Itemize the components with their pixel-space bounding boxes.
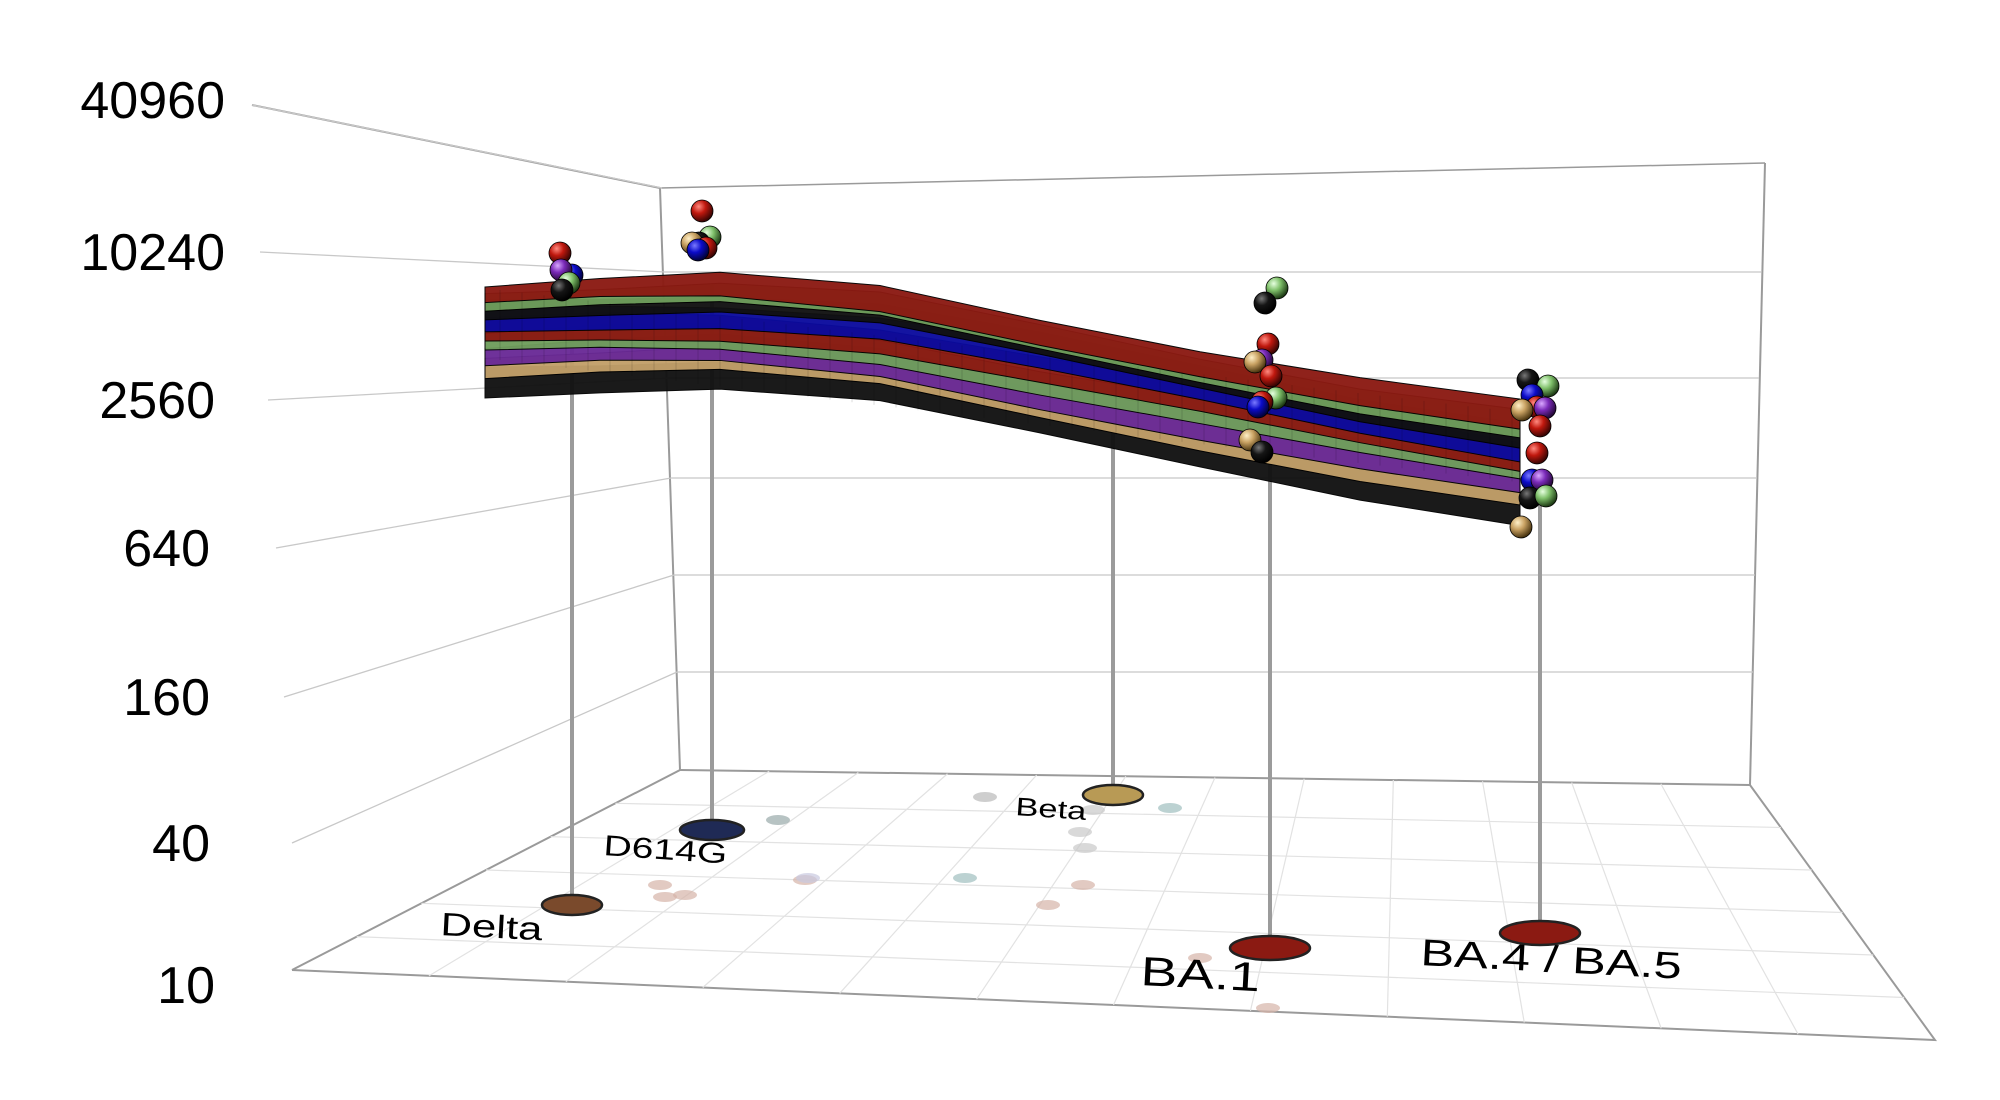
titer-sphere	[690, 199, 714, 223]
titer-sphere	[1253, 291, 1277, 315]
titer-sphere	[1246, 395, 1270, 419]
floor-dot	[953, 873, 977, 883]
titer-sphere	[1528, 414, 1552, 438]
floor-dot	[1158, 803, 1182, 813]
y-tick-label: 2560	[99, 372, 215, 430]
floor-dot	[1256, 1003, 1280, 1013]
titer-spheres	[548, 199, 1560, 539]
variant-label: Beta	[1015, 793, 1088, 826]
floor-dot	[973, 792, 997, 802]
floor-dot	[648, 880, 672, 890]
floor-dot	[673, 890, 697, 900]
titer-sphere	[1509, 515, 1533, 539]
floor-edges	[291, 769, 1938, 1042]
floor-dot	[1068, 827, 1092, 837]
titer-sphere	[1534, 484, 1558, 508]
y-tick-label: 40	[152, 815, 210, 873]
floor-gridlines	[356, 770, 1905, 1035]
y-tick-label: 10240	[80, 224, 225, 282]
titer-sphere	[686, 238, 710, 262]
titer-sphere	[1243, 350, 1267, 374]
floor-dot	[1071, 880, 1095, 890]
titer-sphere	[1250, 440, 1274, 464]
landscape-surfaces	[484, 271, 1521, 527]
variant-label: Delta	[440, 906, 544, 947]
variant-base-disc	[1498, 919, 1582, 947]
variant-base-disc	[678, 818, 746, 842]
floor-dot	[1036, 900, 1060, 910]
floor-antigen-dots	[648, 792, 1280, 1013]
variant-base-disc	[540, 893, 604, 917]
floor-dot	[1188, 953, 1212, 963]
floor-dot	[1073, 843, 1097, 853]
variant-label: BA.1	[1140, 949, 1262, 1001]
variant-base-disc	[1081, 783, 1145, 807]
floor-dot	[766, 815, 790, 825]
y-tick-label: 10	[157, 957, 215, 1015]
titer-sphere	[1510, 398, 1534, 422]
titer-sphere	[1259, 364, 1283, 388]
y-axis-ticks: 40960 10240 2560 640 160 40 10	[80, 72, 225, 1015]
back-right-edge	[1749, 162, 1766, 786]
y-tick-label: 160	[123, 669, 210, 727]
variant-label: BA.4 / BA.5	[1420, 932, 1683, 987]
floor-dot	[796, 873, 820, 883]
titer-sphere	[550, 278, 574, 302]
y-tick-label: 640	[123, 520, 210, 578]
y-tick-label: 40960	[80, 72, 225, 130]
plot-box	[251, 104, 1938, 1042]
floor-dot	[1081, 805, 1105, 815]
landscape-surface	[484, 271, 1521, 430]
back-top-edge	[659, 162, 1766, 189]
titer-sphere	[1525, 441, 1549, 465]
titer-sphere	[1265, 276, 1289, 300]
variant-base-disc	[1228, 934, 1312, 962]
floor-dot	[653, 892, 677, 902]
